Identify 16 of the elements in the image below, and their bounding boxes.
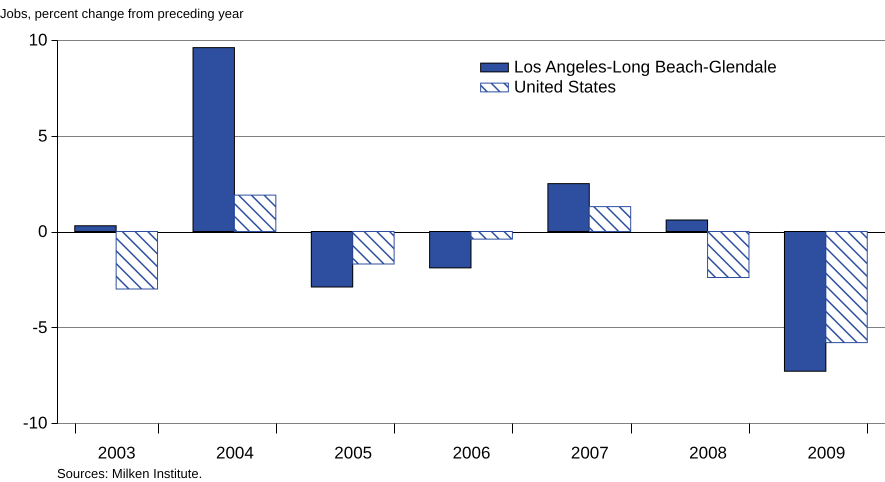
y-tick-label: 0 (38, 222, 48, 241)
source-note: Sources: Milken Institute. (57, 466, 202, 481)
x-tick-label: 2007 (570, 444, 609, 462)
x-tick-label: 2006 (452, 444, 490, 462)
y-tick-label: -10 (22, 414, 48, 432)
x-tick-label: 2004 (216, 444, 254, 462)
legend-label: United States (514, 78, 616, 96)
x-tick-label: 2008 (689, 444, 727, 462)
legend-label: Los Angeles-Long Beach-Glendale (514, 58, 777, 76)
y-tick-label: -5 (32, 318, 48, 337)
x-tick-label: 2003 (98, 444, 136, 462)
y-tick-label: 10 (28, 30, 48, 50)
y-tick-label: 5 (38, 126, 48, 146)
chart-subtitle: Jobs, percent change from preceding year (0, 6, 244, 21)
x-tick-label: 2005 (334, 444, 372, 462)
x-tick-label: 2009 (807, 444, 846, 462)
